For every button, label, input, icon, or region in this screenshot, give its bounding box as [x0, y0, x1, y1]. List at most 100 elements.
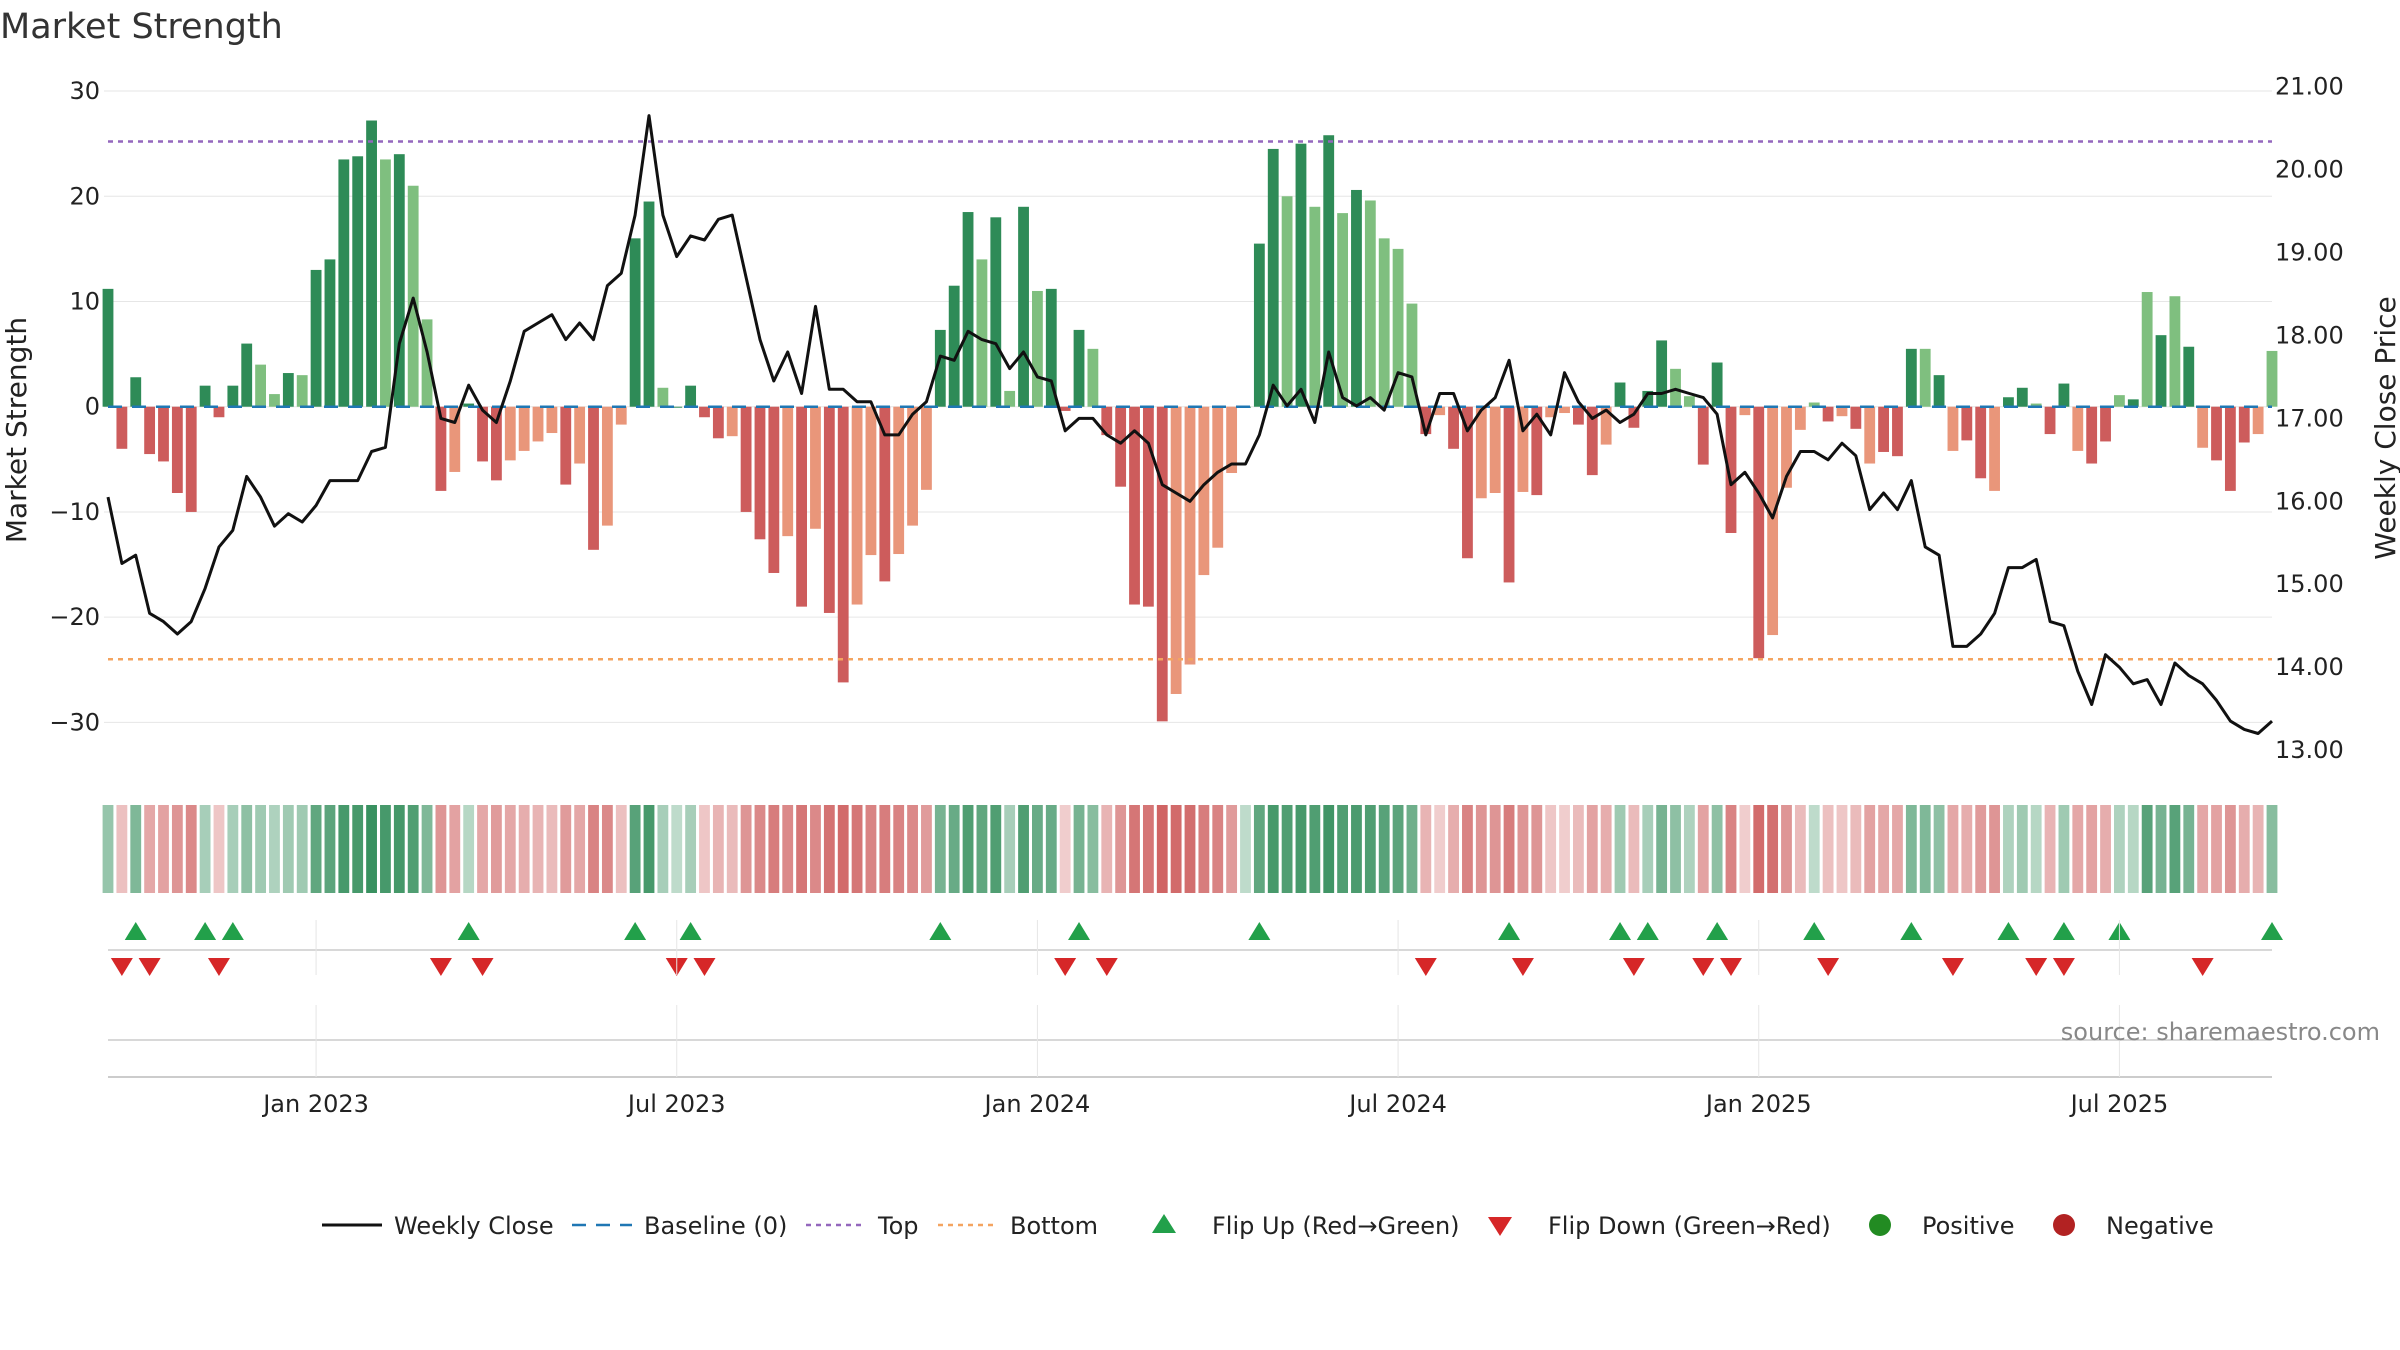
strength-bar: [421, 319, 433, 407]
band-cell: [1711, 805, 1723, 893]
band-cell: [1462, 805, 1473, 893]
y-axis-right-ticks: 21.00 20.00 19.00 18.00 17.00 16.00 15.00 14.00…: [2275, 73, 2344, 765]
band-cell: [338, 805, 350, 893]
strength-bar: [2197, 406, 2209, 448]
x-tick-label: Jul 2024: [1347, 1090, 1447, 1118]
flip-down-marker: [1054, 958, 1077, 976]
band-cell: [671, 805, 683, 893]
band-cell: [1961, 805, 1973, 893]
flip-up-marker: [2261, 922, 2283, 940]
strength-bar: [1212, 406, 1224, 548]
band-cell: [1364, 805, 1376, 893]
strength-bar: [1656, 340, 1668, 407]
band-cell: [1989, 805, 2000, 893]
band-cell: [657, 805, 669, 893]
band-cell: [1503, 805, 1515, 893]
strength-bar: [504, 406, 516, 461]
strength-band: [102, 805, 2278, 893]
strength-bar: [1475, 406, 1487, 499]
band-cell: [1933, 805, 1945, 893]
band-cell: [2197, 805, 2209, 893]
strength-bar: [241, 343, 253, 407]
y-tick-label: 10: [69, 287, 100, 315]
flip-down-marker: [2191, 958, 2214, 976]
y-tick-label: −10: [49, 498, 100, 526]
band-cell: [2238, 805, 2250, 893]
strength-bar: [2114, 395, 2125, 407]
band-cell: [213, 805, 225, 893]
band-cell: [449, 805, 461, 893]
band-cell: [1475, 805, 1487, 893]
strength-bar: [768, 406, 780, 573]
band-cell: [2252, 805, 2264, 893]
band-cell: [477, 805, 488, 893]
band-cell: [1170, 805, 1182, 893]
band-cell: [1434, 805, 1446, 893]
band-cell: [532, 805, 544, 893]
strength-bar: [213, 406, 225, 418]
band-cell: [393, 805, 405, 893]
flip-down-marker: [693, 958, 716, 976]
band-cell: [518, 805, 530, 893]
band-cell: [1406, 805, 1418, 893]
strength-bar: [1073, 329, 1085, 407]
band-cell: [643, 805, 655, 893]
strength-bar: [185, 406, 197, 512]
y2-tick-label: 18.00: [2275, 321, 2344, 349]
flip-up-marker: [1609, 922, 1632, 940]
strength-bar: [2183, 346, 2195, 407]
strength-bar: [435, 406, 447, 491]
strength-bar: [1115, 406, 1127, 487]
band-cell: [1905, 805, 1917, 893]
strength-bar: [1808, 402, 1820, 407]
band-cell: [2086, 805, 2098, 893]
flip-down-marker: [1720, 958, 1742, 976]
flip-down-marker: [1511, 958, 1534, 976]
band-cell: [2003, 805, 2014, 893]
flip-up-marker: [624, 922, 647, 940]
strength-bar: [615, 406, 627, 425]
band-cell: [1392, 805, 1404, 893]
band-cell: [1240, 805, 1251, 893]
band-cell: [726, 805, 738, 893]
band-cell: [2224, 805, 2236, 893]
flip-down-marker: [1941, 958, 1964, 976]
band-cell: [865, 805, 877, 893]
band-cell: [768, 805, 780, 893]
strength-bar: [2141, 292, 2153, 407]
band-cell: [2016, 805, 2028, 893]
band-cell: [2044, 805, 2056, 893]
strength-bar: [116, 406, 128, 449]
strength-bar: [1767, 406, 1779, 636]
strength-bar: [1253, 243, 1265, 407]
strength-bar: [1892, 406, 1903, 457]
flip-up-marker: [124, 922, 147, 940]
strength-bar: [1129, 406, 1140, 605]
strength-bar: [601, 406, 613, 526]
band-cell: [934, 805, 946, 893]
flip-down-marker: [110, 958, 133, 976]
band-cell: [1073, 805, 1085, 893]
legend-label: Bottom: [1010, 1212, 1098, 1240]
band-cell: [712, 805, 724, 893]
band-cell: [976, 805, 988, 893]
chart-title: Market Strength: [0, 7, 283, 47]
strength-bar: [1989, 406, 2000, 491]
y-axis-label: Market Strength: [0, 317, 33, 543]
y2-tick-label: 17.00: [2275, 404, 2344, 432]
strength-bar: [255, 364, 266, 407]
band-cell: [1448, 805, 1459, 893]
strength-bar: [1947, 406, 1959, 451]
strength-bar: [171, 406, 183, 493]
strength-bar: [1323, 135, 1335, 407]
strength-bar: [934, 329, 946, 407]
strength-bar: [1462, 406, 1473, 559]
band-cell: [1614, 805, 1626, 893]
flip-down-marker: [1095, 958, 1118, 976]
strength-bar: [865, 406, 877, 556]
flip-up-marker: [1636, 922, 1659, 940]
strength-bar: [1184, 406, 1196, 665]
reference-lines: [108, 140, 2272, 661]
band-cell: [2100, 805, 2111, 893]
strength-bar: [712, 406, 724, 439]
